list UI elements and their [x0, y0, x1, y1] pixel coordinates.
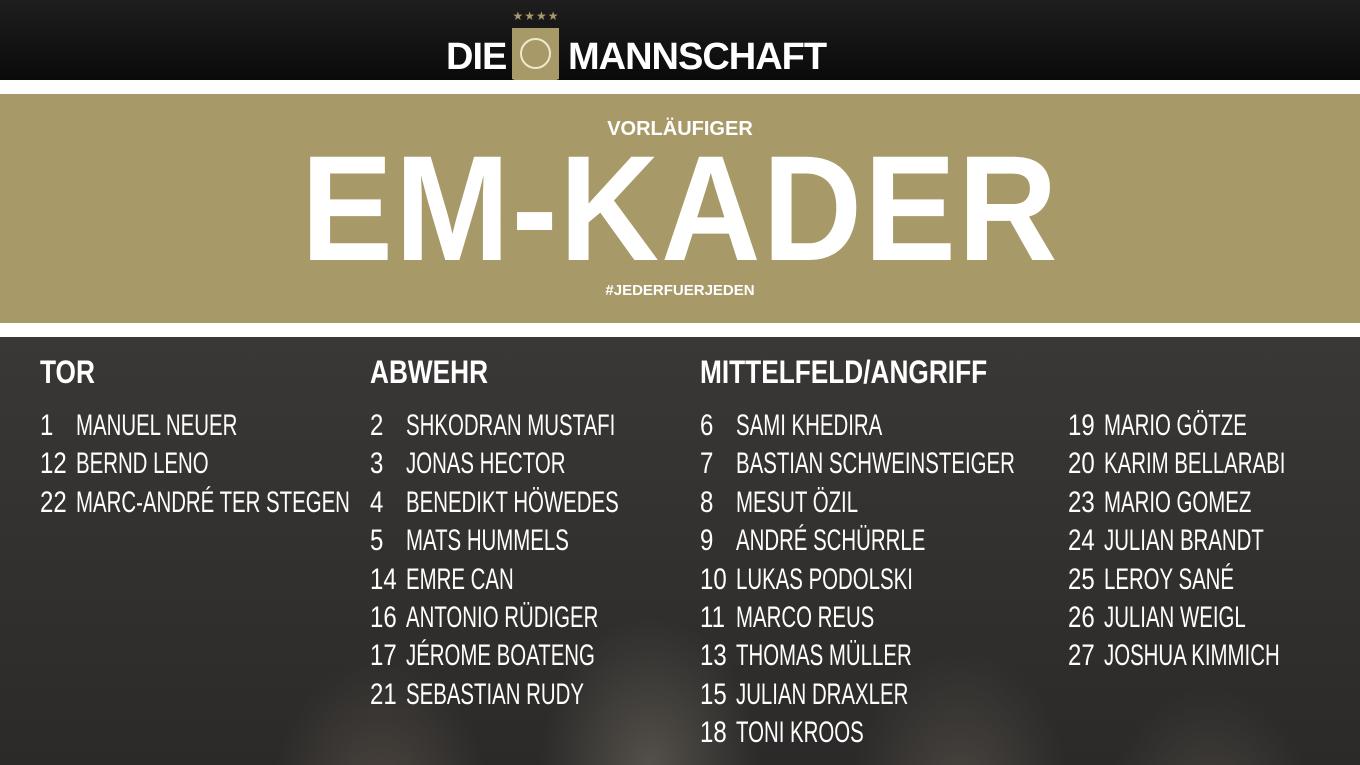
player-name: THOMAS MÜLLER	[736, 639, 912, 673]
player-number: 6	[700, 409, 714, 442]
player-number: 13	[700, 639, 727, 673]
player-name: ANTONIO RÜDIGER	[406, 601, 599, 634]
player-name: LEROY SANÉ	[1104, 562, 1235, 596]
player-name: MARCO REUS	[736, 601, 875, 634]
banner	[0, 94, 1360, 323]
player-name: EMRE CAN	[406, 562, 514, 596]
hashtag: #JEDERFUERJEDEN	[605, 282, 755, 299]
player-name: TONI KROOS	[736, 716, 864, 750]
player-name: SEBASTIAN RUDY	[406, 677, 584, 711]
player-number: 21	[370, 677, 397, 711]
player-number: 2	[370, 409, 384, 442]
player-name: JULIAN DRAXLER	[736, 677, 909, 711]
player-number: 19	[1068, 409, 1095, 442]
player-name: BERND LENO	[76, 447, 209, 481]
player-name: LUKAS PODOLSKI	[736, 562, 913, 596]
section-heading: MITTELFELD/ANGRIFF	[700, 354, 988, 390]
player-name: MESUT ÖZIL	[736, 485, 859, 519]
player-number: 24	[1068, 524, 1095, 558]
player-name: KARIM BELLARABI	[1104, 447, 1286, 481]
player-number: 25	[1068, 562, 1095, 596]
player-name: BASTIAN SCHWEINSTEIGER	[736, 447, 1015, 481]
player-name: JONAS HECTOR	[406, 447, 566, 481]
player-number: 4	[370, 485, 384, 519]
player-number: 3	[370, 447, 384, 481]
player-number: 16	[370, 601, 397, 634]
player-number: 12	[40, 447, 67, 481]
player-number: 26	[1068, 601, 1095, 634]
banner-title: EM-KADER	[300, 124, 1060, 292]
player-name: MATS HUMMELS	[406, 524, 569, 558]
brand-left: DIE	[446, 36, 507, 78]
player-name: ANDRÉ SCHÜRRLE	[736, 524, 926, 558]
player-number: 15	[700, 677, 727, 711]
player-number: 8	[700, 485, 714, 519]
player-number: 1	[40, 409, 54, 442]
player-number: 18	[700, 716, 727, 750]
player-number: 9	[700, 524, 714, 558]
player-name: MARIO GÖTZE	[1104, 409, 1247, 442]
player-name: SAMI KHEDIRA	[736, 409, 883, 442]
player-name: MARC-ANDRÉ TER STEGEN	[76, 485, 350, 519]
dfb-crest-logo	[512, 28, 559, 88]
player-name: JULIAN BRANDT	[1104, 524, 1264, 558]
player-number: 7	[700, 447, 714, 481]
team-photo-background	[0, 337, 1360, 765]
player-name: MARIO GOMEZ	[1104, 485, 1252, 519]
header-bar	[0, 0, 1360, 80]
section-heading: ABWEHR	[370, 354, 489, 390]
player-name: MANUEL NEUER	[76, 409, 238, 442]
player-name: JULIAN WEIGL	[1104, 601, 1246, 634]
player-name: BENEDIKT HÖWEDES	[406, 485, 619, 519]
player-number: 23	[1068, 485, 1095, 519]
banner-pretitle: VORLÄUFIGER	[607, 118, 753, 140]
player-number: 20	[1068, 447, 1095, 481]
player-name: JÉROME BOATENG	[406, 639, 595, 673]
player-number: 5	[370, 524, 384, 558]
player-number: 10	[700, 562, 727, 596]
player-number: 14	[370, 562, 397, 596]
stars-icon: ★★★★	[512, 9, 560, 23]
divider	[0, 80, 1360, 94]
brand-right: MANNSCHAFT	[568, 36, 827, 78]
divider	[0, 323, 1360, 337]
player-number: 11	[700, 601, 725, 634]
player-number: 22	[40, 485, 67, 519]
player-name: JOSHUA KIMMICH	[1104, 639, 1280, 673]
player-number: 27	[1068, 639, 1095, 673]
section-heading: TOR	[40, 354, 95, 390]
player-name: SHKODRAN MUSTAFI	[406, 409, 616, 442]
player-number: 17	[370, 639, 397, 673]
